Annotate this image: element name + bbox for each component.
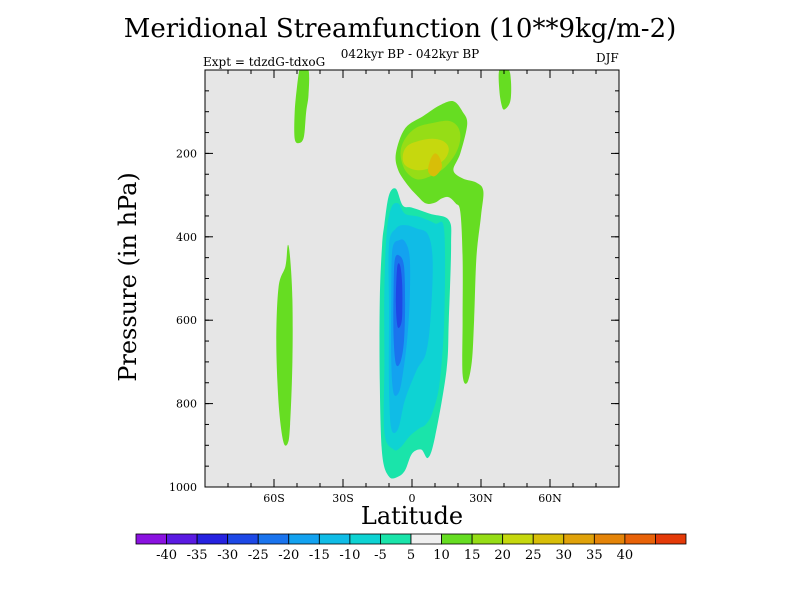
colorbar-label: 25 (525, 548, 542, 563)
colorbar-label: 10 (433, 548, 450, 563)
colorbar-box (624, 533, 656, 545)
x-tick-label: 30N (469, 492, 493, 505)
colorbar-label: 15 (464, 548, 481, 563)
colorbar-box (380, 533, 412, 545)
x-axis-label: Latitude (360, 502, 464, 530)
colorbar-box (563, 533, 595, 545)
contour-positive-5-10-upper-right-blob (498, 70, 512, 110)
colorbar-box (135, 533, 167, 545)
colorbar-box (227, 533, 259, 545)
colorbar-label: 30 (556, 548, 573, 563)
colorbar-label: 35 (586, 548, 603, 563)
y-tick-label: 800 (176, 398, 197, 411)
colorbar-label: 20 (494, 548, 511, 563)
y-tick-label: 1000 (169, 481, 197, 494)
colorbar-label: -5 (374, 548, 387, 563)
x-tick-label: 30S (332, 492, 354, 505)
chart-subtitle: 042kyr BP - 042kyr BP (340, 47, 480, 61)
x-tick-label: 60S (263, 492, 285, 505)
colorbar-label: -15 (309, 548, 330, 563)
colorbar-box (318, 533, 351, 545)
colorbar-box (471, 533, 504, 545)
colorbar-box (532, 533, 565, 545)
colorbar-label: -30 (217, 548, 238, 563)
colorbar-box (196, 533, 229, 545)
experiment-label: Expt = tdzdG-tdxoG (203, 55, 326, 69)
colorbar-label: -10 (339, 548, 360, 563)
colorbar-label: -20 (278, 548, 299, 563)
contour-negative-30-35-core (395, 263, 403, 329)
x-tick-label: 0 (409, 492, 416, 505)
colorbar-box (655, 533, 687, 545)
colorbar-label: -25 (248, 548, 269, 563)
colorbar-box (257, 533, 290, 545)
colorbar-box (288, 533, 320, 545)
x-tick-label: 60N (538, 492, 562, 505)
y-tick-label: 600 (176, 314, 197, 327)
contour-positive-5-10-left-column (276, 244, 293, 446)
colorbar-label: 40 (617, 548, 634, 563)
colorbar-label: -40 (156, 548, 177, 563)
contour-positive-20-25-core (428, 153, 442, 177)
colorbar-box (410, 533, 442, 545)
colorbar-label: -35 (187, 548, 208, 563)
colorbar-box (166, 533, 198, 545)
colorbar-box (502, 533, 534, 545)
colorbar-box (441, 533, 473, 545)
chart-title: Meridional Streamfunction (10**9kg/m-2) (123, 14, 677, 44)
y-tick-label: 200 (176, 147, 197, 160)
colorbar-box (593, 533, 626, 545)
contour-positive-5-10-upper-left-strip (294, 70, 310, 144)
season-label: DJF (596, 51, 619, 65)
colorbar-box (349, 533, 381, 545)
y-tick-label: 400 (176, 231, 197, 244)
colorbar-label: 5 (407, 548, 415, 563)
